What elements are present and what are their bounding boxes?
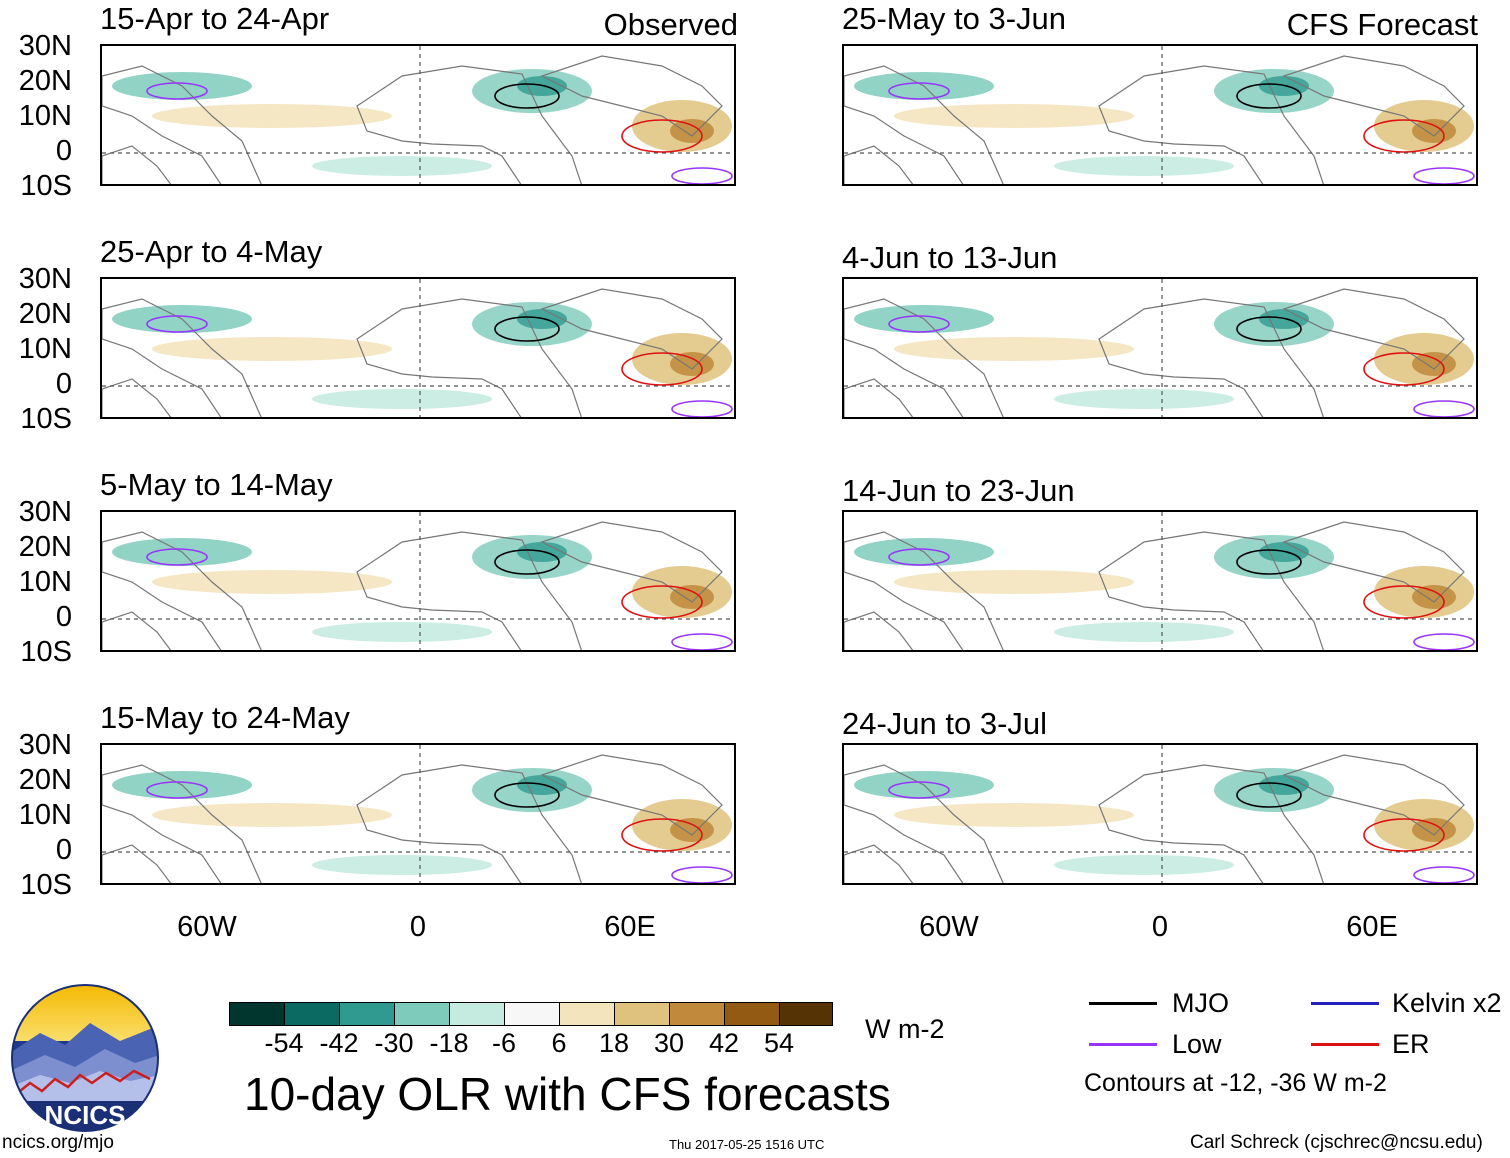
colorbar-swatch	[614, 1002, 670, 1026]
map-svg	[102, 279, 734, 417]
colorbar-swatch	[779, 1002, 833, 1026]
map-panel-forecast-4	[842, 743, 1478, 885]
lat-label: 0	[55, 601, 72, 633]
colorbar-label: -6	[491, 1028, 516, 1058]
map-panel-observed-1	[100, 44, 736, 186]
lat-label: 20N	[18, 298, 72, 330]
colorbar-units: W m-2	[865, 1014, 945, 1044]
ncics-logo: NCICS	[10, 983, 160, 1133]
map-svg	[102, 512, 734, 650]
map-svg	[844, 512, 1476, 650]
map-svg	[844, 46, 1476, 184]
colorbar-swatch	[669, 1002, 725, 1026]
map-panel-forecast-1	[842, 44, 1478, 186]
lat-label: 20N	[18, 65, 72, 97]
footer-timestamp: Thu 2017-05-25 1516 UTC	[669, 1137, 825, 1152]
panel-title-fcst-3: 14-Jun to 23-Jun	[842, 473, 1075, 508]
legend-swatch-mjo	[1089, 1002, 1157, 1005]
colorbar-swatch	[559, 1002, 615, 1026]
lat-label: 10N	[18, 100, 72, 132]
colorbar-label: 18	[598, 1028, 630, 1058]
footer-url[interactable]: ncics.org/mjo	[2, 1132, 114, 1153]
map-panel-forecast-2	[842, 277, 1478, 419]
lat-label: 0	[55, 135, 72, 167]
observed-label: Observed	[603, 7, 738, 42]
panel-title-obs-4: 15-May to 24-May	[100, 700, 350, 735]
lat-label: 30N	[18, 496, 72, 528]
colorbar-label: -54	[264, 1028, 304, 1058]
colorbar-label: 42	[708, 1028, 740, 1058]
lat-label: 20N	[18, 764, 72, 796]
panel-title-obs-2: 25-Apr to 4-May	[100, 234, 323, 269]
lat-label: 10S	[20, 403, 72, 435]
main-title: 10-day OLR with CFS forecasts	[244, 1068, 891, 1120]
map-panel-observed-3	[100, 510, 736, 652]
colorbar-swatch	[339, 1002, 395, 1026]
panel-title-fcst-2: 4-Jun to 13-Jun	[842, 240, 1058, 275]
panel-title-fcst-4: 24-Jun to 3-Jul	[842, 706, 1048, 741]
colorbar-swatch	[229, 1002, 285, 1026]
map-svg	[102, 745, 734, 883]
lat-label: 10N	[18, 333, 72, 365]
lon-label-left-60e: 60E	[604, 911, 656, 943]
lat-label: 10S	[20, 170, 72, 202]
legend-swatch-low	[1089, 1043, 1157, 1046]
map-svg	[844, 745, 1476, 883]
colorbar-swatch	[449, 1002, 505, 1026]
lat-label: 10N	[18, 799, 72, 831]
lon-label-left-60w: 60W	[177, 911, 237, 943]
lat-label: 20N	[18, 531, 72, 563]
lat-label: 30N	[18, 729, 72, 761]
legend-label-kelvin: Kelvin x2	[1392, 988, 1502, 1018]
legend-swatch-kelvin	[1311, 1002, 1379, 1005]
cfs-forecast-label: CFS Forecast	[1286, 7, 1478, 42]
lat-label: 0	[55, 834, 72, 866]
map-panel-observed-2	[100, 277, 736, 419]
legend-label-mjo: MJO	[1172, 988, 1229, 1018]
map-panel-forecast-3	[842, 510, 1478, 652]
lat-label: 10N	[18, 566, 72, 598]
panel-title-obs-3: 5-May to 14-May	[100, 467, 333, 502]
legend-label-er: ER	[1392, 1029, 1430, 1059]
colorbar-swatch	[284, 1002, 340, 1026]
legend-note: Contours at -12, -36 W m-2	[1084, 1069, 1387, 1097]
lat-label: 30N	[18, 30, 72, 62]
lon-label-right-60w: 60W	[919, 911, 979, 943]
lon-label-right-0: 0	[1151, 911, 1169, 943]
panel-title-obs-1: 15-Apr to 24-Apr	[100, 1, 330, 36]
logo-text: NCICS	[45, 1100, 126, 1130]
panel-title-fcst-1: 25-May to 3-Jun	[842, 1, 1066, 36]
colorbar-label: -42	[319, 1028, 359, 1058]
lon-label-right-60e: 60E	[1346, 911, 1398, 943]
legend-swatch-er	[1311, 1043, 1379, 1046]
lat-label: 10S	[20, 869, 72, 901]
map-svg	[102, 46, 734, 184]
colorbar-label: 54	[763, 1028, 795, 1058]
colorbar-label: -18	[429, 1028, 469, 1058]
colorbar-swatch	[504, 1002, 560, 1026]
map-svg	[844, 279, 1476, 417]
lat-label: 0	[55, 368, 72, 400]
colorbar-label: -30	[374, 1028, 414, 1058]
lon-label-left-0: 0	[409, 911, 427, 943]
colorbar-label: 30	[653, 1028, 685, 1058]
lat-label: 10S	[20, 636, 72, 668]
map-panel-observed-4	[100, 743, 736, 885]
colorbar-swatch	[394, 1002, 450, 1026]
footer-credit: Carl Schreck (cjschrec@ncsu.edu)	[1190, 1132, 1483, 1153]
colorbar-label: 6	[551, 1028, 567, 1058]
legend-label-low: Low	[1172, 1029, 1222, 1059]
colorbar-swatch	[724, 1002, 780, 1026]
lat-label: 30N	[18, 263, 72, 295]
